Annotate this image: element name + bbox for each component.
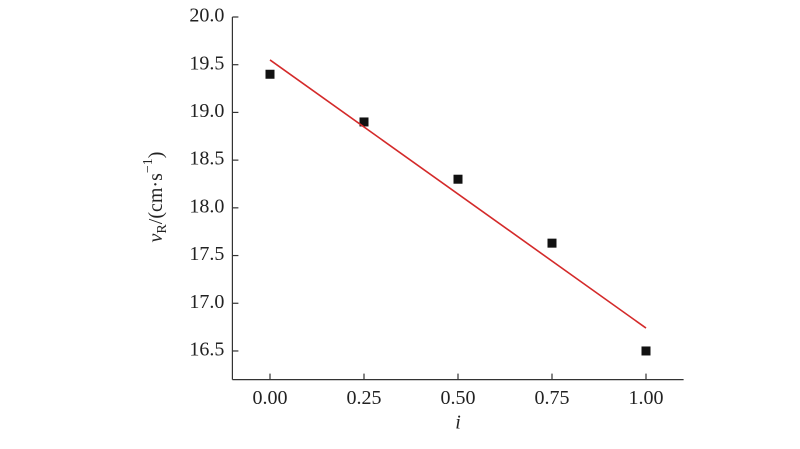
y-label-close: )	[145, 152, 167, 159]
x-tick-label: 0.00	[253, 387, 288, 409]
y-tick-label: 16.5	[189, 339, 224, 361]
y-tick-label: 18.5	[189, 148, 224, 170]
x-tick-label: 0.50	[441, 387, 476, 409]
data-point	[641, 346, 651, 356]
x-axis-label: i	[455, 412, 461, 434]
y-label-subscript: R	[155, 224, 170, 234]
x-tick-label: 0.25	[347, 387, 382, 409]
y-tick-label: 19.0	[189, 100, 224, 122]
x-tick-label: 0.75	[535, 387, 570, 409]
y-tick-label: 17.0	[189, 291, 224, 313]
x-tick-label: 1.00	[629, 387, 664, 409]
fit-line	[269, 59, 647, 329]
y-tick-label: 17.5	[189, 243, 224, 265]
y-tick-label: 19.5	[189, 52, 224, 74]
data-point	[359, 117, 369, 127]
y-axis-label: vR/(cm·s−1)	[141, 152, 170, 243]
data-point	[265, 69, 275, 79]
data-point	[547, 238, 557, 248]
y-label-symbol: v	[145, 233, 167, 242]
y-tick-label: 18.0	[189, 195, 224, 217]
y-label-unit: /(cm·s	[145, 173, 167, 224]
data-point	[453, 174, 463, 184]
y-tick-label: 20.0	[189, 5, 224, 27]
y-label-superscript: −1	[141, 158, 156, 173]
